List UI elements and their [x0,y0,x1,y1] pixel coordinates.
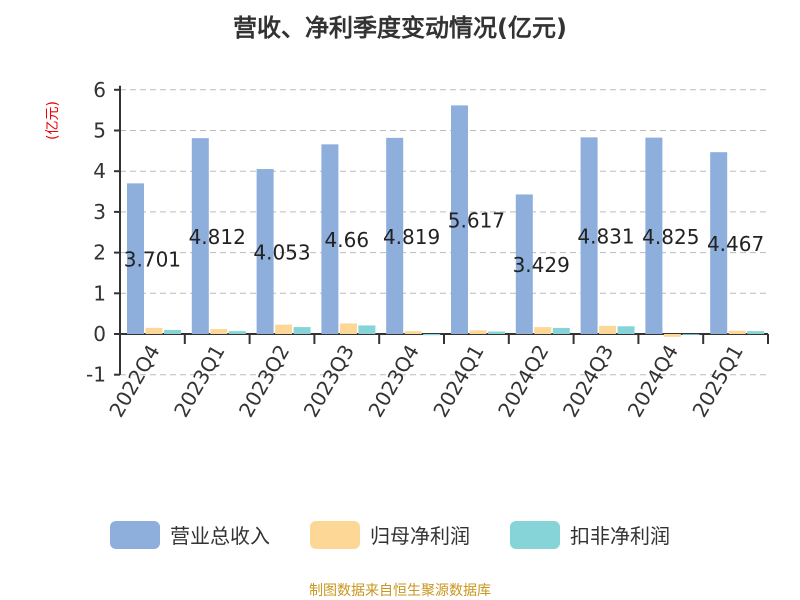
x-tick-label: 2022Q4 [104,341,164,422]
legend-label: 归母净利润 [370,524,470,548]
y-tick-label: 4 [93,159,106,183]
x-tick-label: 2024Q3 [558,341,618,422]
y-tick-label: 2 [93,241,106,265]
data-label: 4.053 [253,241,310,265]
bar-0 [580,137,598,334]
x-tick-label: 2025Q1 [687,341,747,422]
bar-1 [145,327,163,334]
bar-0 [127,183,144,334]
bar-2 [552,327,570,334]
bar-0 [451,105,468,335]
bar-1 [404,331,422,334]
x-tick-label: 2024Q1 [428,341,488,422]
bar-0 [321,144,339,334]
x-tick-label: 2023Q1 [169,341,229,422]
bar-2 [293,327,311,334]
legend-swatch [510,521,560,549]
bar-2 [228,331,246,334]
bar-0 [515,194,533,334]
bar-0 [191,138,209,334]
x-tick-label: 2023Q4 [363,341,423,422]
legend-swatch [310,521,360,549]
data-label: 3.701 [124,248,181,272]
data-label: 4.819 [383,225,440,249]
bar-1 [210,329,228,334]
bar-1 [469,330,487,334]
x-tick-label: 2023Q2 [234,341,294,422]
bar-2 [423,334,441,336]
source-note: 制图数据来自恒生聚源数据库 [309,583,491,599]
data-label: 3.429 [513,253,570,277]
data-label: 4.825 [642,225,699,249]
bar-1 [339,323,357,334]
y-tick-label: 0 [93,322,106,346]
y-tick-label: -1 [86,363,106,387]
y-tick-label: 5 [93,119,106,143]
legend-swatch [110,521,160,549]
x-tick-label: 2023Q3 [299,341,359,422]
bar-1 [534,327,552,334]
data-label: 5.617 [448,209,505,233]
data-label: 4.812 [189,225,246,249]
bar-1 [599,325,617,334]
bar-1 [663,334,681,337]
bar-2 [682,334,700,335]
x-tick-label: 2024Q2 [493,341,553,422]
bar-1 [275,324,293,334]
y-tick-label: 1 [93,281,106,305]
legend-label: 扣非净利润 [570,524,670,548]
bar-2 [617,326,635,334]
data-label: 4.467 [707,232,764,256]
legend-label: 营业总收入 [170,524,270,548]
bar-0 [386,137,404,334]
x-tick-label: 2024Q4 [623,341,683,422]
bar-0 [710,152,728,334]
bar-0 [645,137,663,334]
y-tick-label: 3 [93,200,106,224]
bar-2 [164,329,181,334]
bar-0 [256,169,274,334]
bar-2 [358,325,376,334]
data-label: 4.66 [325,228,370,252]
data-label: 4.831 [577,225,634,249]
bar-1 [728,330,746,334]
y-tick-label: 6 [93,78,106,102]
bar-2 [747,331,765,334]
chart-title: 营收、净利季度变动情况(亿元) [233,14,567,42]
bar-2 [488,331,505,334]
